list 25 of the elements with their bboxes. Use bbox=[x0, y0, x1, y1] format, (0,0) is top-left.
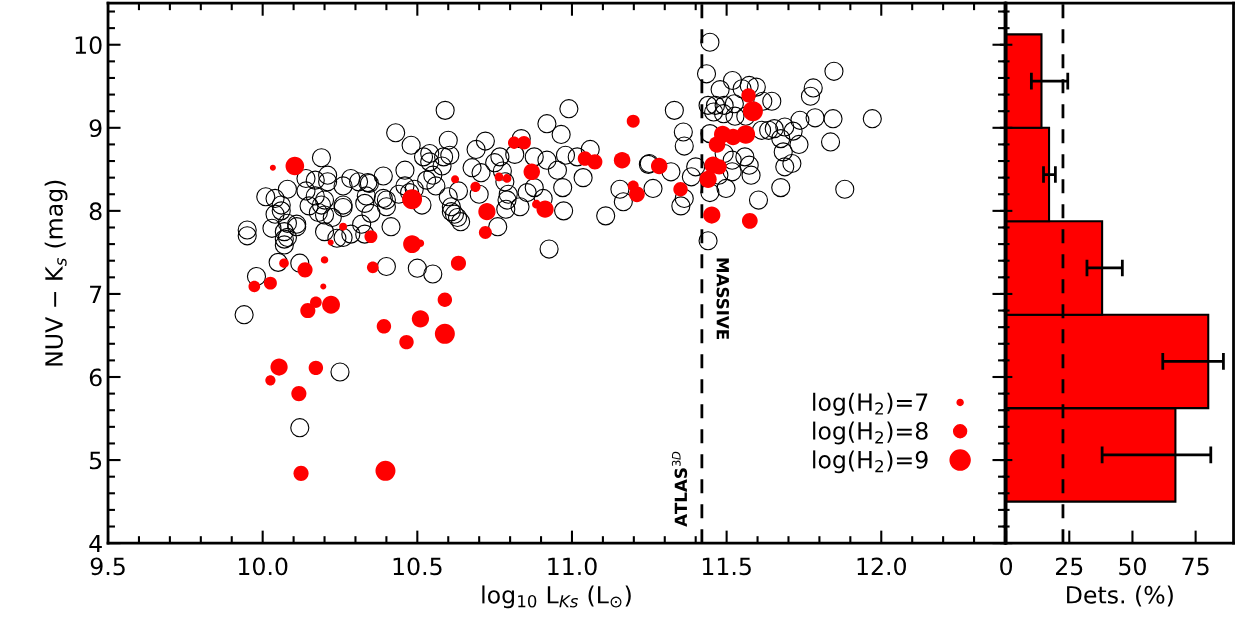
x-tick-label: 10.0 bbox=[238, 557, 288, 576]
y-tick-label: 9 bbox=[89, 119, 102, 138]
x-tick-label: 9.5 bbox=[90, 557, 125, 576]
legend-label: log(H$_{2}$)=8 bbox=[813, 421, 928, 445]
legend-label: log(H$_{2}$)=9 bbox=[813, 450, 928, 474]
x-axis-title: Dets. (%) bbox=[1067, 585, 1173, 607]
y-axis-title: NUV − K$_{s}$ (mag) bbox=[44, 180, 68, 366]
y-tick-label: 4 bbox=[89, 534, 102, 553]
annotation: ATLAS$^{3D}$ bbox=[671, 451, 688, 527]
x-axis-title: log$_{10}$ L$_{Ks}$ (L$_{⊙}$) bbox=[482, 585, 631, 609]
legend-label: log(H$_{2}$)=7 bbox=[813, 392, 928, 416]
x-tick-label: 25 bbox=[1055, 557, 1083, 576]
x-tick-label: 0 bbox=[1000, 557, 1013, 576]
x-tick-label: 12.0 bbox=[857, 557, 906, 576]
y-tick-label: 8 bbox=[89, 202, 102, 221]
x-tick-label: 10.5 bbox=[393, 557, 442, 576]
y-tick-label: 10 bbox=[75, 36, 102, 55]
x-tick-label: 50 bbox=[1119, 557, 1146, 576]
x-tick-label: 11.5 bbox=[702, 557, 751, 576]
x-tick-label: 75 bbox=[1182, 557, 1209, 576]
y-tick-label: 6 bbox=[89, 368, 102, 387]
annotation: MASSIVE bbox=[716, 258, 730, 339]
y-tick-label: 5 bbox=[89, 451, 102, 470]
y-tick-label: 7 bbox=[90, 285, 102, 303]
x-tick-label: 11.0 bbox=[548, 557, 597, 576]
